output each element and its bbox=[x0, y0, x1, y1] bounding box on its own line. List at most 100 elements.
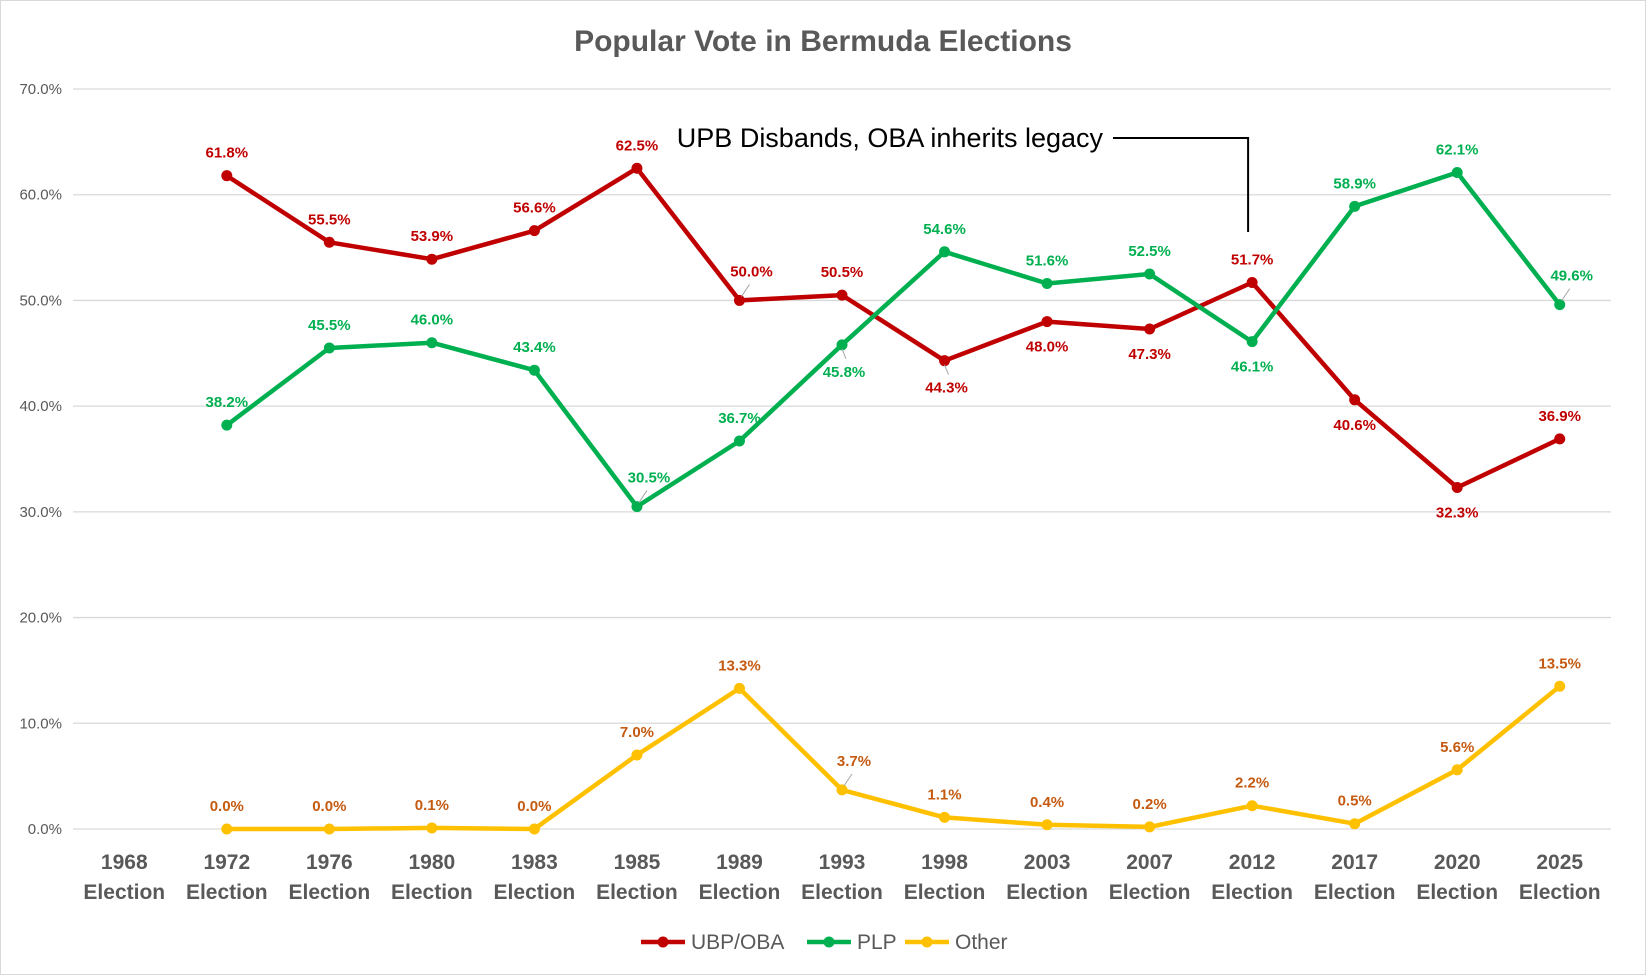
data-label: 36.7% bbox=[718, 410, 761, 427]
y-tick-label: 10.0% bbox=[19, 715, 62, 732]
data-label: 36.9% bbox=[1538, 408, 1581, 425]
data-point bbox=[1041, 278, 1053, 290]
x-tick-label: 1983 bbox=[511, 851, 558, 874]
x-tick-label: 1968 bbox=[101, 851, 148, 874]
series-ubp-oba bbox=[221, 162, 1566, 494]
data-point bbox=[1451, 482, 1463, 494]
x-tick-label: Election bbox=[1314, 881, 1396, 904]
x-tick-label: 1993 bbox=[819, 851, 866, 874]
data-label: 45.8% bbox=[823, 364, 866, 381]
data-label: 40.6% bbox=[1333, 417, 1376, 434]
x-tick-label: 1998 bbox=[921, 851, 968, 874]
data-point bbox=[528, 225, 540, 237]
y-tick-label: 40.0% bbox=[19, 398, 62, 415]
data-label: 32.3% bbox=[1436, 505, 1479, 522]
label-leader bbox=[843, 773, 853, 787]
data-label: 52.5% bbox=[1128, 243, 1171, 260]
data-label: 3.7% bbox=[837, 753, 871, 770]
data-label: 0.0% bbox=[210, 798, 244, 815]
data-label: 58.9% bbox=[1333, 175, 1376, 192]
data-point bbox=[1554, 680, 1566, 692]
label-leader bbox=[1561, 288, 1571, 301]
data-label: 46.0% bbox=[411, 312, 454, 329]
data-point bbox=[528, 364, 540, 376]
data-point bbox=[733, 435, 745, 447]
data-point bbox=[631, 501, 643, 513]
label-leader bbox=[841, 348, 847, 360]
label-leader bbox=[944, 364, 949, 375]
legend-item: PLP bbox=[807, 931, 897, 954]
series-plp bbox=[221, 167, 1566, 513]
data-point bbox=[1451, 167, 1463, 179]
data-point bbox=[733, 682, 745, 694]
chart-title: Popular Vote in Bermuda Elections bbox=[574, 25, 1072, 58]
data-point bbox=[221, 170, 233, 182]
data-label: 54.6% bbox=[923, 221, 966, 238]
data-point bbox=[426, 253, 438, 265]
data-label: 48.0% bbox=[1026, 339, 1069, 356]
data-label: 44.3% bbox=[925, 380, 968, 397]
data-point bbox=[939, 355, 951, 367]
legend-label: PLP bbox=[857, 931, 897, 954]
x-tick-label: Election bbox=[288, 881, 370, 904]
data-point bbox=[1144, 821, 1156, 833]
data-point bbox=[1246, 336, 1258, 348]
data-point bbox=[1144, 268, 1156, 280]
legend-swatch-marker bbox=[823, 936, 835, 948]
data-label: 56.6% bbox=[513, 200, 556, 217]
series-line bbox=[224, 166, 1562, 490]
label-leader bbox=[741, 284, 750, 297]
data-point bbox=[1144, 323, 1156, 335]
series-line bbox=[224, 684, 1562, 832]
x-tick-label: 1980 bbox=[409, 851, 456, 874]
data-point bbox=[1349, 394, 1361, 406]
annotation-leader-line bbox=[1113, 137, 1250, 232]
data-point bbox=[1554, 433, 1566, 445]
x-tick-label: 2017 bbox=[1331, 851, 1378, 874]
data-point bbox=[323, 342, 335, 354]
data-point bbox=[631, 162, 643, 174]
x-tick-label: 1972 bbox=[203, 851, 250, 874]
legend-label: Other bbox=[955, 931, 1008, 954]
legend: UBP/OBA PLP Other bbox=[641, 931, 1008, 954]
data-point bbox=[631, 749, 643, 761]
annotation-text: UPB Disbands, OBA inherits legacy bbox=[677, 123, 1104, 153]
x-tick-label: Election bbox=[699, 881, 781, 904]
data-label: 38.2% bbox=[206, 394, 249, 411]
data-point bbox=[426, 822, 438, 834]
legend-swatch-marker bbox=[657, 936, 669, 948]
y-tick-label: 0.0% bbox=[28, 821, 62, 838]
data-point bbox=[426, 337, 438, 349]
x-tick-label: 2012 bbox=[1229, 851, 1276, 874]
data-point bbox=[1349, 818, 1361, 830]
data-point bbox=[733, 294, 745, 306]
data-label: 50.5% bbox=[821, 264, 864, 281]
legend-item: Other bbox=[905, 931, 1008, 954]
data-label: 49.6% bbox=[1550, 268, 1593, 285]
x-tick-label: Election bbox=[801, 881, 883, 904]
x-tick-label: Election bbox=[1211, 881, 1293, 904]
data-label: 46.1% bbox=[1231, 359, 1274, 376]
x-tick-label: 2007 bbox=[1126, 851, 1173, 874]
x-tick-label: 2020 bbox=[1434, 851, 1481, 874]
data-label: 0.2% bbox=[1132, 796, 1166, 813]
x-tick-label: Election bbox=[596, 881, 678, 904]
data-label: 50.0% bbox=[730, 263, 773, 280]
data-label: 51.6% bbox=[1026, 253, 1069, 270]
series-line bbox=[224, 170, 1562, 509]
data-point bbox=[1349, 200, 1361, 212]
data-point bbox=[221, 419, 233, 431]
annotation: UPB Disbands, OBA inherits legacy bbox=[677, 123, 1250, 232]
data-label: 0.1% bbox=[415, 797, 449, 814]
data-point bbox=[1451, 764, 1463, 776]
data-label: 1.1% bbox=[927, 786, 961, 803]
data-point bbox=[1246, 800, 1258, 812]
legend-item: UBP/OBA bbox=[641, 931, 784, 954]
y-tick-label: 70.0% bbox=[19, 81, 62, 98]
data-point bbox=[1041, 316, 1053, 328]
x-tick-label: Election bbox=[1416, 881, 1498, 904]
y-tick-label: 50.0% bbox=[19, 292, 62, 309]
data-point bbox=[836, 339, 848, 351]
x-tick-label: Election bbox=[494, 881, 576, 904]
